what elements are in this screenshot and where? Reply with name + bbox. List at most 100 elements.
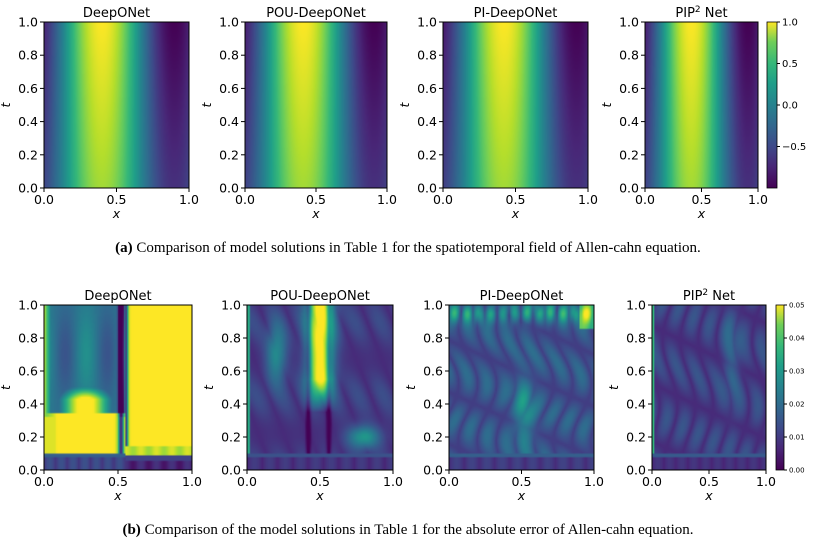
x-tick-label: 0.5 — [692, 192, 712, 207]
x-tick-label: 0.0 — [34, 192, 54, 207]
panel-a-1: DeepONet 0.0 0.2 0.4 0.6 0.8 1.0 0.0 0.5 1.0 x t — [0, 6, 199, 221]
panel-title: POU-DeepONet — [270, 289, 370, 304]
x-tick-label: 1.0 — [578, 192, 598, 207]
caption-a-text: Comparison of model solutions in Table 1… — [132, 240, 701, 256]
colorbar-tick-label: 0.04 — [789, 335, 805, 343]
y-tick-label: 0.8 — [619, 48, 639, 63]
y-tick-label: 0.4 — [221, 397, 241, 412]
y-tick-label: 0.0 — [221, 463, 241, 478]
x-tick-label: 1.0 — [756, 474, 776, 489]
heatmap-image — [245, 22, 387, 188]
y-tick-label: 0.4 — [423, 397, 443, 412]
panel-title: DeepONet — [83, 6, 150, 21]
y-tick-label: 0.6 — [221, 364, 241, 379]
colorbar-b: 0.05 0.04 0.03 0.02 0.01 0.00 — [775, 302, 805, 475]
caption-b-text: Comparison of the model solutions in Tab… — [140, 522, 694, 538]
y-tick-label: 0.0 — [626, 463, 646, 478]
y-tick-label: 0.0 — [18, 463, 38, 478]
x-tick-label: 0.5 — [306, 192, 326, 207]
colorbar-tick-label: 1.0 — [782, 18, 798, 29]
y-tick-label: 0.6 — [417, 81, 437, 96]
x-axis-label: x — [697, 206, 706, 221]
panel-a-2: POU-DeepONet 0.0 0.2 0.4 0.6 0.8 1.0 0.0 0.5 1.0 x… — [199, 6, 397, 221]
panel-title: PIP2 Net — [675, 5, 727, 21]
y-tick-label: 0.8 — [18, 331, 38, 346]
y-tick-label: 1.0 — [626, 298, 646, 313]
x-tick-label: 0.5 — [108, 474, 128, 489]
caption-a-label: (a) — [115, 240, 133, 256]
x-tick-label: 0.5 — [107, 192, 127, 207]
y-tick-label: 0.8 — [626, 331, 646, 346]
panel-b-3: PI-DeepONet 0.0 0.2 0.4 0.6 0.8 1.0 0.0 0.5 1.0 x t — [403, 289, 604, 503]
y-tick-label: 0.0 — [219, 181, 239, 196]
x-tick-label: 0.0 — [439, 474, 459, 489]
y-tick-label: 0.2 — [221, 430, 241, 445]
y-tick-label: 0.6 — [626, 364, 646, 379]
panel-title: DeepONet — [84, 289, 151, 304]
x-tick-label: 0.0 — [635, 192, 655, 207]
y-tick-label: 0.6 — [423, 364, 443, 379]
x-tick-label: 1.0 — [182, 474, 202, 489]
y-tick-label: 0.0 — [619, 181, 639, 196]
y-tick-label: 1.0 — [417, 15, 437, 30]
y-tick-label: 0.0 — [423, 463, 443, 478]
x-tick-label: 0.0 — [642, 474, 662, 489]
panel-title: POU-DeepONet — [266, 6, 366, 21]
heatmap-image — [645, 22, 758, 188]
colorbar-gradient — [775, 304, 785, 471]
y-tick-label: 0.0 — [417, 181, 437, 196]
y-tick-label: 1.0 — [423, 298, 443, 313]
x-axis-label: x — [315, 488, 324, 503]
y-tick-label: 0.2 — [18, 430, 38, 445]
colorbar-tick-label: 0.02 — [789, 401, 805, 409]
y-tick-label: 0.4 — [18, 397, 38, 412]
colorbar-a: 1.0 0.5 0.0 −0.5 — [766, 18, 806, 189]
panel-a-3: PI-DeepONet 0.0 0.2 0.4 0.6 0.8 1.0 0.0 0.5 1.0 x t — [397, 6, 598, 221]
y-tick-label: 0.2 — [619, 147, 639, 162]
y-tick-label: 0.4 — [18, 114, 38, 129]
y-tick-label: 0.8 — [417, 48, 437, 63]
y-tick-label: 0.2 — [626, 430, 646, 445]
x-axis-label: x — [517, 488, 526, 503]
y-tick-label: 0.4 — [619, 114, 639, 129]
x-tick-label: 1.0 — [383, 474, 403, 489]
y-tick-label: 1.0 — [219, 15, 239, 30]
y-axis-label: t — [397, 101, 412, 107]
caption-b-label: (b) — [122, 522, 141, 538]
y-tick-label: 1.0 — [18, 15, 38, 30]
panel-a-4: PIP2 Net 0.0 0.2 0.4 0.6 0.8 1.0 0.0 0.5 1.0 x t — [599, 5, 768, 221]
y-tick-label: 0.6 — [18, 364, 38, 379]
colorbar-tick-label: −0.5 — [782, 142, 806, 153]
heatmap-image — [443, 22, 588, 188]
caption-a: (a) Comparison of model solutions in Tab… — [0, 240, 816, 257]
y-tick-label: 0.2 — [417, 147, 437, 162]
x-axis-label: x — [704, 488, 713, 503]
y-tick-label: 0.4 — [626, 397, 646, 412]
panel-title: PI-DeepONet — [474, 6, 558, 21]
y-tick-label: 0.6 — [18, 81, 38, 96]
colorbar-tick-label: 0.05 — [789, 302, 805, 310]
x-tick-label: 0.0 — [433, 192, 453, 207]
x-tick-label: 1.0 — [179, 192, 199, 207]
y-tick-label: 0.8 — [219, 48, 239, 63]
panel-b-2: POU-DeepONet 0.0 0.2 0.4 0.6 0.8 1.0 0.0 0.5 1.0 x… — [201, 289, 403, 503]
x-axis-label: x — [112, 206, 121, 221]
x-tick-label: 1.0 — [377, 192, 397, 207]
y-tick-label: 0.8 — [18, 48, 38, 63]
colorbar-tick-label: 0.03 — [789, 368, 805, 376]
panel-b-4: PIP2 Net 0.0 0.2 0.4 0.6 0.8 1.0 0.0 0.5 1.0 x t — [606, 288, 776, 503]
y-tick-label: 0.6 — [619, 81, 639, 96]
y-tick-label: 1.0 — [18, 298, 38, 313]
x-axis-label: x — [311, 206, 320, 221]
x-axis-label: x — [511, 206, 520, 221]
x-tick-label: 0.5 — [310, 474, 330, 489]
colorbar-tick-label: 0.5 — [782, 59, 798, 70]
panel-b-1: DeepONet 0.0 0.2 0.4 0.6 0.8 1.0 0.0 0.5 1.0 x t — [0, 289, 202, 503]
y-tick-label: 0.8 — [221, 331, 241, 346]
heatmap-image — [44, 22, 189, 188]
y-axis-label: t — [199, 101, 214, 107]
y-axis-label: t — [201, 384, 216, 390]
y-tick-label: 0.0 — [18, 181, 38, 196]
colorbar-tick-label: 0.0 — [782, 101, 798, 112]
